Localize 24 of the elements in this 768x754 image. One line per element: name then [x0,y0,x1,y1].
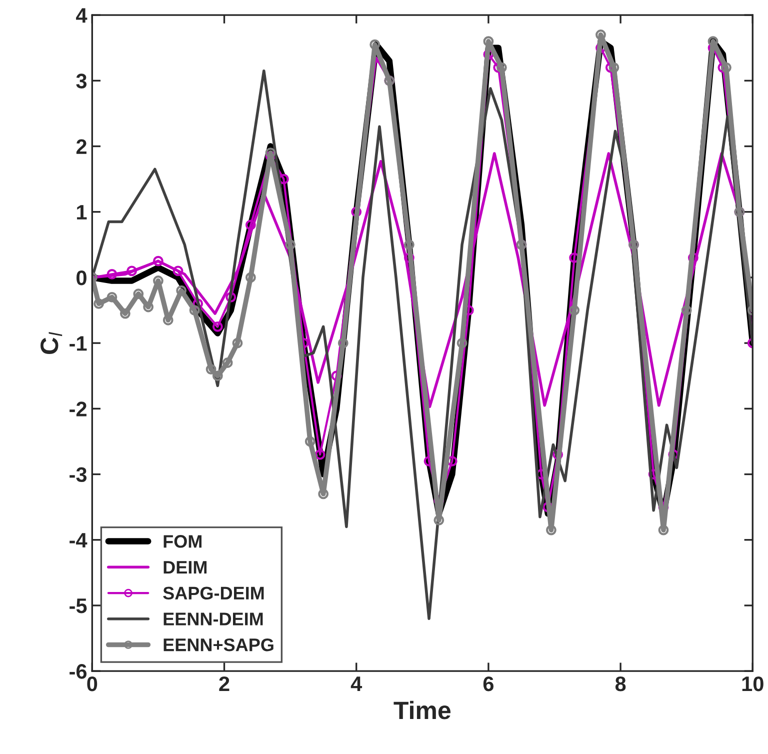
y-tick-label: -3 [70,467,87,482]
y-tick-label: -1 [70,336,87,351]
y-tick-label: -2 [70,402,86,416]
y-tick-label: -6 [70,664,87,679]
legend-label: EENN+SAPG [164,638,274,652]
legend-label: SAPG-DEIM [163,586,264,600]
y-tick-label: -4 [70,533,88,548]
y-tick-label: 1 [77,205,87,220]
x-tick-label: 0 [87,676,98,692]
x-tick-label: 8 [615,676,626,692]
x-tick-label: 10 [742,676,764,692]
legend-label: DEIM [164,561,207,574]
x-tick-label: 4 [350,676,362,692]
y-tick-label: 4 [76,8,88,23]
x-tick-label: 2 [219,676,230,692]
legend-label: EENN-DEIM [164,612,263,626]
y-tick-label: 2 [76,139,86,154]
y-tick-label: -5 [70,598,87,614]
y-tick-label: 0 [76,270,86,286]
y-tick-label: 3 [76,74,87,88]
x-axis-title: Time [394,700,451,720]
legend-label: FOM [164,535,202,548]
x-tick-label: 6 [483,676,494,692]
y-axis-title: C$_{l}$ [40,332,62,354]
